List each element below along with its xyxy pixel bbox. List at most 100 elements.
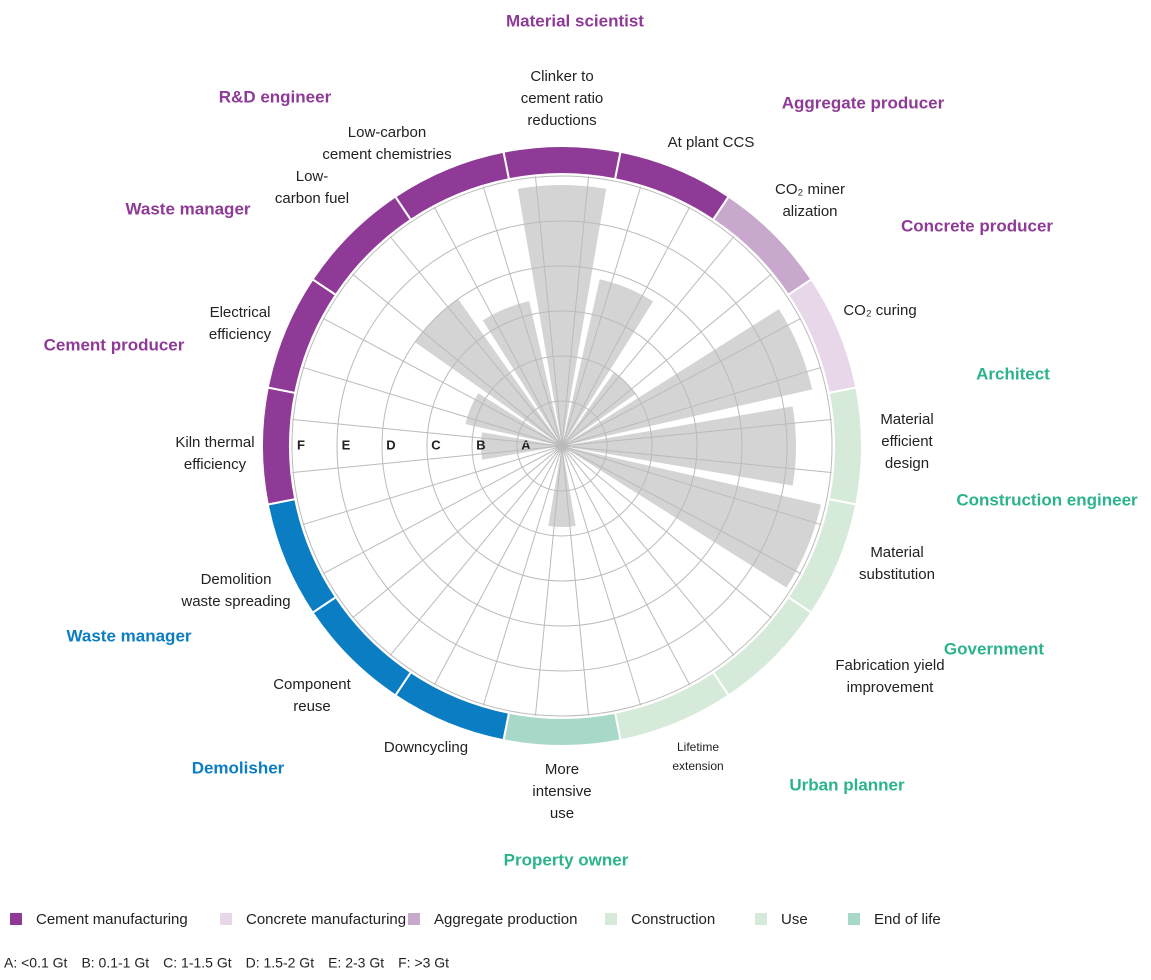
bar: [562, 446, 821, 588]
radial-line: [561, 445, 833, 474]
legend-label: Cement manufacturing: [36, 911, 188, 928]
grid-circle: [426, 310, 698, 582]
lever-label: CO₂ miner: [775, 181, 845, 198]
legend-swatch: [408, 913, 420, 925]
lever-label: Electrical: [210, 304, 271, 321]
lever-label: Fabrication yield: [835, 657, 944, 674]
legend-swatch: [605, 913, 617, 925]
bar: [415, 299, 562, 446]
ring-segment: [261, 386, 297, 506]
lever-label: Downcycling: [384, 739, 468, 756]
legend-label: Concrete manufacturing: [246, 911, 406, 928]
lever-label: reuse: [293, 698, 331, 715]
radial-line: [534, 445, 563, 717]
radial-line: [482, 185, 563, 447]
ring-segment: [393, 670, 511, 742]
lever-label: Lifetime: [677, 740, 719, 754]
grid-circle: [516, 400, 608, 492]
lever-label: CO₂ curing: [843, 302, 916, 319]
radial-line: [561, 445, 590, 717]
radial-line: [561, 445, 823, 526]
lever-label: carbon fuel: [275, 190, 349, 207]
grid-circle: [471, 355, 653, 537]
role-label: Government: [944, 639, 1044, 658]
lever-label: Low-: [296, 168, 329, 185]
radial-line: [291, 418, 563, 447]
role-label: Architect: [976, 364, 1050, 383]
lever-label: Component: [273, 676, 351, 693]
note: C: 1-1.5 Gt: [163, 955, 232, 971]
role-label: Construction engineer: [956, 490, 1138, 509]
bar: [517, 185, 607, 446]
role-label: Waste manager: [125, 199, 250, 218]
note: A: <0.1 Gt: [4, 955, 68, 971]
lever-label: efficiency: [209, 326, 272, 343]
legend-label: Aggregate production: [434, 911, 577, 928]
note: B: 0.1-1 Gt: [81, 955, 149, 971]
radial-line: [321, 445, 563, 575]
lever-label: alization: [782, 203, 837, 220]
lever-label: Clinker to: [530, 68, 593, 85]
legend-swatch: [220, 913, 232, 925]
radial-line: [561, 366, 823, 447]
radial-line: [561, 445, 773, 619]
role-label: Material scientist: [506, 11, 644, 30]
ring-segment: [393, 150, 511, 222]
role-label: Cement producer: [44, 335, 185, 354]
legend-label: Construction: [631, 911, 715, 928]
grid-circle: [336, 220, 788, 672]
lever-label: waste spreading: [180, 593, 290, 610]
lever-label: Material: [870, 544, 923, 561]
radial-line: [561, 445, 803, 575]
ring-segment: [613, 670, 731, 742]
lever-label: cement chemistries: [322, 146, 451, 163]
level-label: C: [431, 437, 441, 452]
radial-line: [561, 185, 642, 447]
bar: [562, 309, 813, 446]
lever-label: efficiency: [184, 456, 247, 473]
role-label: R&D engineer: [219, 87, 332, 106]
legend-label: End of life: [874, 911, 941, 928]
lever-label: More: [545, 761, 579, 778]
ring-segment: [311, 195, 413, 297]
note: F: >3 Gt: [398, 955, 449, 971]
radial-line: [321, 317, 563, 447]
role-label: Waste manager: [66, 626, 191, 645]
role-label: Concrete producer: [901, 216, 1053, 235]
grid-circle: [381, 265, 743, 627]
radial-line: [433, 205, 563, 447]
radial-line: [482, 445, 563, 707]
radial-line: [433, 445, 563, 687]
lever-label: Material: [880, 411, 933, 428]
lever-label: improvement: [847, 679, 935, 696]
lever-label: Kiln thermal: [175, 434, 254, 451]
lever-label: use: [550, 805, 574, 822]
radial-line: [301, 445, 563, 526]
radial-line: [561, 273, 773, 447]
level-label: F: [297, 437, 305, 452]
radial-line: [561, 317, 803, 447]
radial-line: [561, 418, 833, 447]
radial-line: [561, 235, 735, 447]
radial-line: [534, 175, 563, 447]
level-label: D: [386, 437, 395, 452]
lever-label: efficient: [881, 433, 933, 450]
radial-line: [351, 273, 563, 447]
radial-line: [561, 205, 691, 447]
radial-line: [561, 445, 642, 707]
legend-swatch: [10, 913, 22, 925]
radial-line: [561, 445, 691, 687]
legend-label: Use: [781, 911, 808, 928]
radial-line: [561, 445, 735, 657]
lever-label: design: [885, 455, 929, 472]
ring-segment: [266, 277, 338, 395]
radial-line: [561, 175, 590, 447]
radial-line: [301, 366, 563, 447]
radial-line: [291, 445, 563, 474]
lever-label: Low-carbon: [348, 124, 426, 141]
level-label: B: [476, 437, 485, 452]
lever-label: At plant CCS: [668, 134, 755, 151]
note: D: 1.5-2 Gt: [246, 955, 315, 971]
lever-label: reductions: [527, 112, 596, 129]
